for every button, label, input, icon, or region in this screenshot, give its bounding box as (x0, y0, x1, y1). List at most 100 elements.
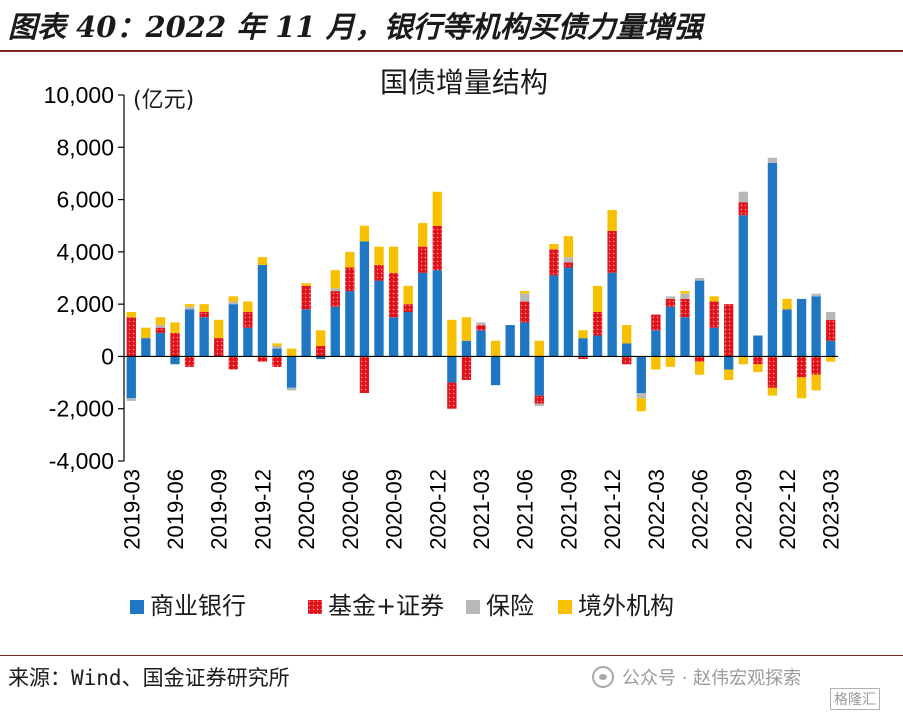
bar-segment (767, 157, 778, 163)
x-tick-label: 2019-06 (163, 469, 188, 550)
chart-title: 国债增量结构 (380, 66, 548, 99)
bar-segment (592, 311, 603, 336)
x-tick-label: 2019-12 (250, 469, 275, 550)
bar-segment (345, 291, 355, 357)
bar-segment (257, 356, 268, 362)
bar-segment (286, 356, 297, 388)
bar-segment (651, 356, 661, 370)
bar-segment (520, 293, 530, 302)
bar-segment (724, 304, 734, 357)
bar-segment (126, 356, 136, 399)
bar-segment (796, 298, 807, 357)
bar-segment (257, 264, 268, 357)
bar-segment (563, 262, 574, 268)
bar-segment (782, 309, 792, 357)
bar-segment (578, 338, 588, 357)
bar-segment (330, 270, 340, 289)
bar-segment (636, 398, 646, 412)
bar-segment (461, 340, 472, 357)
bar-segment (694, 280, 705, 357)
bar-segment (680, 317, 690, 357)
bar-segment (476, 330, 486, 357)
x-tick-label: 2021-03 (469, 469, 494, 550)
figure-title: 图表 40：2022 年 11 月，银行等机构买债力量增强 (8, 10, 703, 44)
bar-segment (199, 311, 209, 318)
bar-segment (796, 377, 807, 399)
bar-segment (447, 356, 457, 383)
bar-segment (826, 356, 836, 362)
bar-segment (155, 325, 166, 328)
bar-segment (316, 345, 326, 357)
bar-segment (447, 382, 457, 409)
bar-segment (243, 311, 253, 328)
bar-segment (272, 348, 282, 357)
watermark-logo: 格隆汇 (830, 688, 880, 710)
bar-segment (447, 319, 457, 357)
bar-segment (199, 304, 209, 312)
bar-segment (767, 356, 778, 388)
x-tick-label: 2020-12 (425, 469, 450, 550)
bar-segment (243, 327, 253, 357)
bar-segment (214, 338, 224, 357)
bar-segment (826, 319, 836, 341)
bar-segment (563, 267, 574, 357)
bar-segment (388, 246, 399, 273)
bar-segment (170, 356, 180, 365)
bar-segment (184, 309, 195, 357)
bar-segment (301, 285, 311, 310)
bar-segment (680, 298, 690, 318)
bar-segment (694, 361, 705, 375)
legend-label: 商业银行 (150, 592, 246, 620)
legend-swatch (466, 600, 480, 614)
bar-segment (170, 322, 180, 333)
bar-segment (520, 291, 530, 294)
bar-segment (738, 356, 748, 365)
bar-segment (184, 306, 195, 310)
bar-segment (578, 356, 588, 360)
bar-segment (243, 301, 253, 312)
footer-divider (0, 655, 903, 656)
bar-segment (432, 225, 442, 271)
bar-segment (490, 356, 501, 386)
bar-segment (461, 356, 472, 380)
source-note: 来源：Wind、国金证券研究所 (8, 666, 290, 690)
bar-segment (636, 356, 646, 394)
x-tick-label: 2021-12 (600, 469, 625, 550)
y-tick-label: 10,000 (44, 82, 114, 108)
legend-swatch (308, 600, 322, 614)
legend-label: 基金+证券 (328, 592, 444, 620)
bar-segment (563, 257, 574, 263)
bar-segment (665, 356, 676, 367)
bar-segment (724, 356, 734, 370)
bar-segment (651, 314, 661, 331)
bar-segment (607, 272, 617, 357)
unit-label: (亿元) (133, 88, 194, 113)
bar-segment (184, 304, 195, 307)
bar-segment (272, 343, 282, 346)
bar-segment (709, 327, 719, 357)
bar-segment (665, 298, 676, 307)
bar-segment (636, 393, 646, 399)
bar-segment (811, 356, 821, 375)
x-tick-label: 2022-12 (775, 469, 800, 550)
bar-segment (388, 317, 399, 357)
bar-segment (228, 301, 238, 305)
bar-segment (199, 317, 209, 357)
bar-segment (155, 317, 166, 326)
x-tick-label: 2022-09 (731, 469, 756, 550)
bar-segment (796, 356, 807, 378)
figure-header: 图表 40：2022 年 11 月，银行等机构买债力量增强 (0, 0, 903, 52)
bar-segment (374, 246, 384, 265)
bar-segment (126, 398, 136, 401)
bar-segment (709, 301, 719, 328)
x-tick-label: 2022-06 (688, 469, 713, 550)
bar-segment (549, 275, 559, 357)
bar-segment (665, 296, 676, 299)
bar-segment (680, 293, 690, 299)
bar-segment (622, 356, 632, 365)
x-tick-label: 2021-06 (513, 469, 538, 550)
bar-segment (811, 374, 821, 391)
watermark-text: 公众号 · 赵伟宏观探索 (622, 668, 802, 689)
x-tick-label: 2023-03 (819, 469, 844, 550)
bar-segment (388, 272, 399, 318)
